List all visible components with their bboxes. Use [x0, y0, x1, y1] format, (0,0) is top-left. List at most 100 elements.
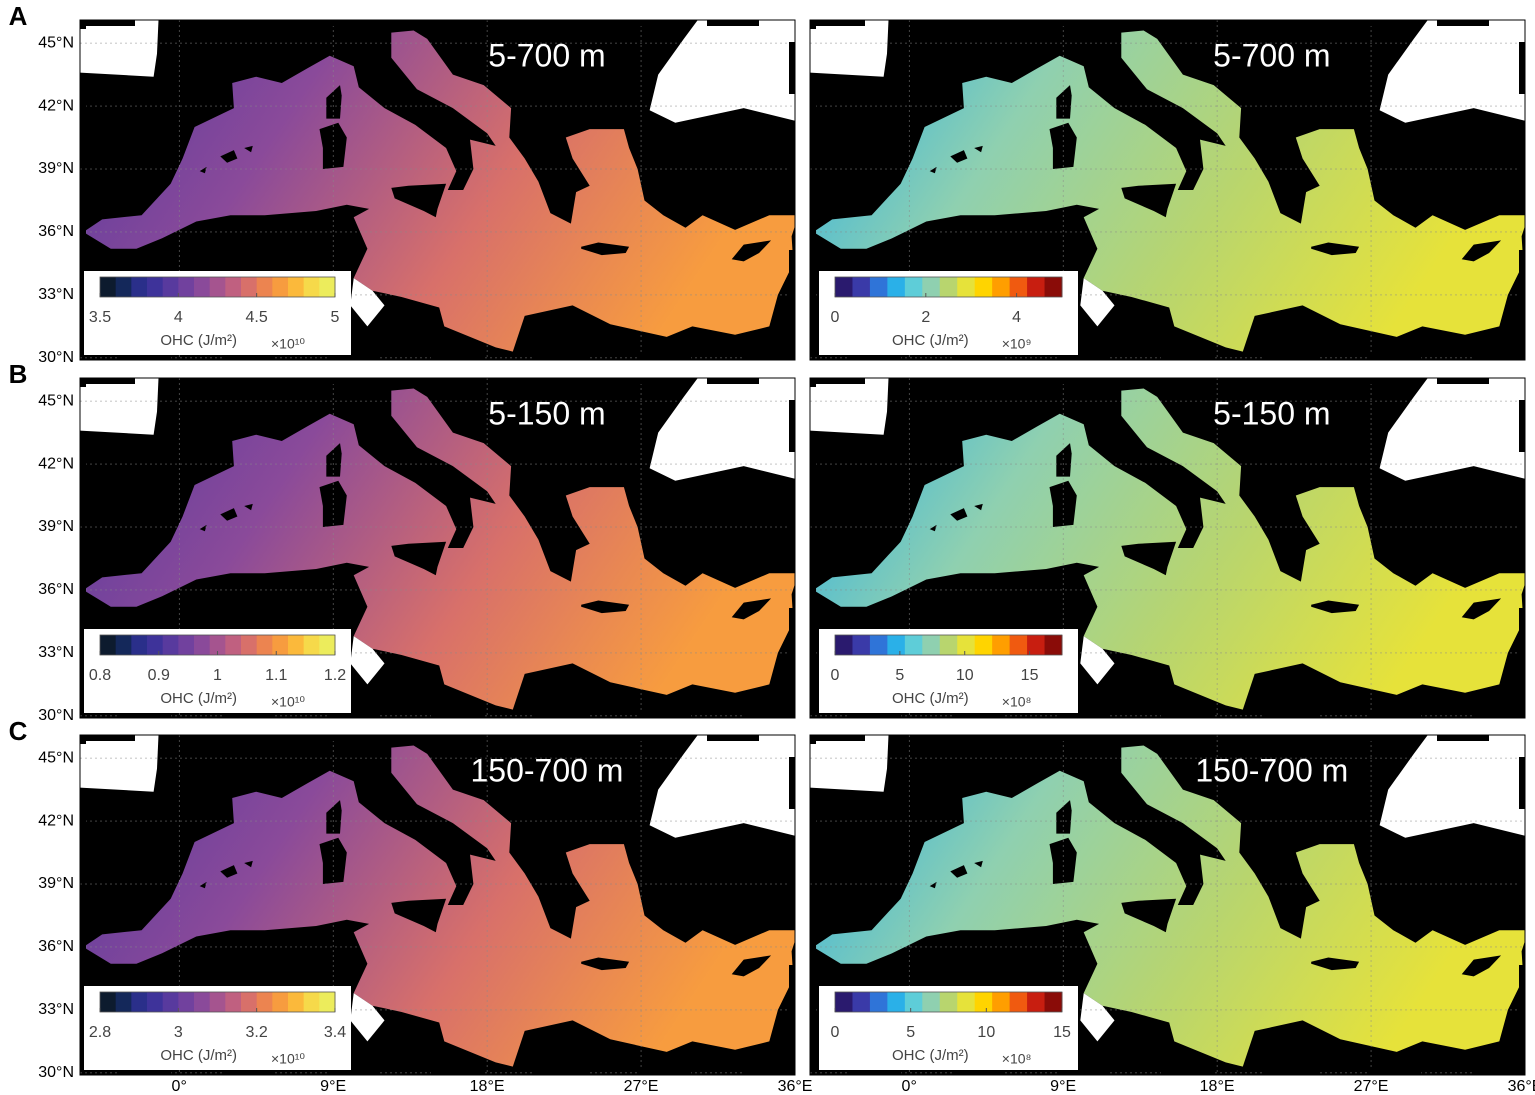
colorbar-swatch	[209, 277, 226, 297]
colorbar-swatch	[852, 992, 871, 1012]
colorbar-tick-label: 0	[831, 667, 840, 684]
colorbar-swatch	[992, 635, 1011, 655]
colorbar-swatch	[100, 635, 117, 655]
colorbar-swatch	[1027, 635, 1046, 655]
lon-tick-label: 9°E	[1050, 1078, 1076, 1095]
colorbar-swatch	[939, 635, 958, 655]
colorbar-swatch	[1009, 635, 1028, 655]
colorbar-swatch	[194, 277, 211, 297]
island	[581, 242, 630, 256]
colorbar-swatch	[869, 992, 888, 1012]
colorbar-swatch	[957, 635, 976, 655]
island	[974, 503, 983, 511]
colorbar-swatch	[147, 992, 164, 1012]
panel-title: 150-700 m	[470, 752, 623, 788]
island	[581, 600, 630, 614]
island	[326, 800, 342, 834]
colorbar-swatch	[256, 277, 273, 297]
colorbar-swatch	[303, 635, 320, 655]
colorbar-swatch	[272, 277, 289, 297]
colorbar-swatch	[194, 635, 211, 655]
colorbar-swatch	[957, 992, 976, 1012]
colorbar-tick-label: 5	[895, 667, 904, 684]
no-data-area	[350, 636, 385, 685]
colorbar-scale: ×10¹⁰	[271, 336, 305, 352]
panel-label: A	[9, 1, 28, 31]
island	[391, 183, 447, 218]
no-data-area	[80, 735, 159, 792]
lat-tick-label: 45°N	[38, 34, 74, 51]
colorbar-tick-label: 3	[174, 1024, 183, 1041]
colorbar-tick-label: 10	[977, 1024, 995, 1041]
colorbar-swatch	[1044, 992, 1063, 1012]
lat-tick-label: 45°N	[38, 392, 74, 409]
colorbar-swatch	[303, 277, 320, 297]
lat-tick-label: 33°N	[38, 286, 74, 303]
colorbar-swatch	[225, 992, 242, 1012]
colorbar-swatch	[303, 992, 320, 1012]
colorbar-swatch	[178, 277, 195, 297]
island	[1121, 898, 1177, 933]
colorbar-tick-label: 4.5	[246, 309, 268, 326]
island	[974, 860, 983, 868]
colorbar-swatch	[225, 277, 242, 297]
island	[1311, 957, 1360, 971]
colorbar-swatch	[835, 635, 853, 655]
colorbar-swatch	[178, 992, 195, 1012]
lat-tick-label: 42°N	[38, 455, 74, 472]
colorbar-swatch	[131, 277, 148, 297]
colorbar-swatch	[162, 992, 179, 1012]
no-data-area	[810, 20, 889, 77]
island	[581, 957, 630, 971]
no-data-area	[80, 20, 159, 77]
no-data-area	[649, 20, 795, 123]
no-data-area	[1379, 735, 1525, 838]
colorbar-swatch	[115, 635, 132, 655]
colorbar-swatch	[1009, 277, 1028, 297]
island	[1461, 598, 1502, 620]
lon-tick-label: 18°E	[470, 1078, 505, 1095]
colorbar-scale: ×10⁹	[1002, 336, 1032, 352]
panel-title: 5-700 m	[488, 37, 605, 73]
island	[950, 150, 968, 163]
colorbar-swatch	[162, 635, 179, 655]
island	[731, 240, 772, 262]
island	[199, 524, 207, 532]
island	[244, 503, 253, 511]
colorbar-frame	[99, 276, 336, 298]
colorbar-swatch	[319, 277, 336, 297]
colorbar-swatch	[869, 277, 888, 297]
frame-ticks	[810, 20, 1525, 360]
lat-tick-label: 36°N	[38, 223, 74, 240]
colorbar-swatch	[241, 992, 258, 1012]
island	[244, 860, 253, 868]
colorbar-swatch	[288, 635, 305, 655]
colorbar-swatch	[115, 277, 132, 297]
colorbar-tick-label: 3.5	[89, 309, 111, 326]
island	[1121, 183, 1177, 218]
colorbar-swatch	[904, 277, 923, 297]
colorbar-scale: ×10⁸	[1002, 694, 1032, 710]
colorbar-tick-label: 1.1	[265, 667, 287, 684]
lat-tick-label: 33°N	[38, 644, 74, 661]
colorbar-swatch	[241, 635, 258, 655]
colorbar-tick-label: 10	[956, 667, 974, 684]
colorbar-swatch	[922, 992, 941, 1012]
island	[199, 166, 207, 174]
colorbar-tick-label: 2	[921, 309, 930, 326]
no-data-area	[810, 735, 889, 792]
island	[929, 524, 937, 532]
lat-tick-label: 33°N	[38, 1001, 74, 1018]
colorbar-swatch	[147, 635, 164, 655]
colorbar-swatch	[852, 277, 871, 297]
colorbar-tick-label: 15	[1053, 1024, 1071, 1041]
lon-tick-label: 36°E	[1508, 1078, 1535, 1095]
no-data-area	[810, 378, 889, 435]
lon-tick-label: 18°E	[1200, 1078, 1235, 1095]
lat-tick-label: 39°N	[38, 875, 74, 892]
colorbar-swatch	[835, 277, 853, 297]
island	[326, 443, 342, 477]
island	[199, 881, 207, 889]
no-data-area	[1379, 20, 1525, 123]
colorbar-swatch	[974, 635, 993, 655]
